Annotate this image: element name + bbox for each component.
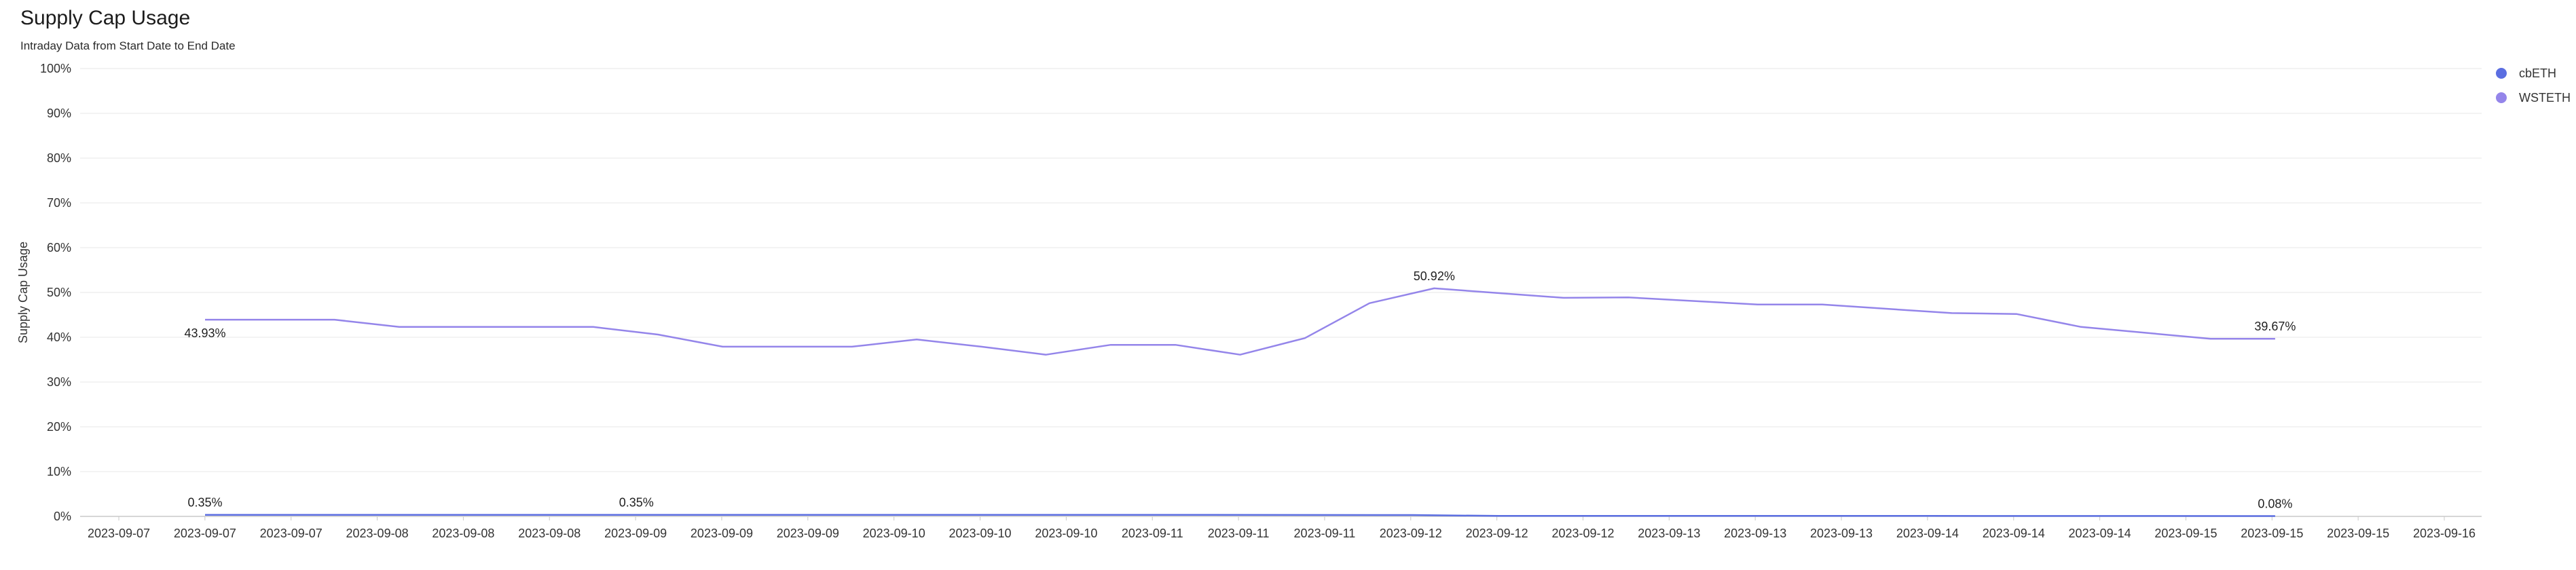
axes: 0% 10% 20% 30% 40% 50% 60% 70% 80% 90% 100% 2023-09… <box>40 62 2476 540</box>
x-tick-label: 2023-09-11 <box>1294 527 1356 540</box>
y-axis-title: Supply Cap Usage <box>16 242 30 343</box>
x-tick-label: 2023-09-07 <box>88 527 150 540</box>
x-tick-label: 2023-09-15 <box>2154 527 2217 540</box>
y-tick-label: 50% <box>47 286 71 299</box>
x-tick-label: 2023-09-09 <box>604 527 667 540</box>
legend-marker-icon <box>2495 66 2508 80</box>
series-line-wsteth[interactable] <box>205 287 2275 356</box>
x-tick-label: 2023-09-07 <box>174 527 236 540</box>
x-tick-label: 2023-09-14 <box>1983 527 2045 540</box>
x-tick-label: 2023-09-14 <box>2069 527 2131 540</box>
y-tick-label: 90% <box>47 107 71 120</box>
gridlines <box>80 68 2482 517</box>
x-tick-label: 2023-09-09 <box>691 527 753 540</box>
data-label: 43.93% <box>185 326 226 340</box>
x-tick-label: 2023-09-07 <box>260 527 323 540</box>
y-tick-label: 40% <box>47 330 71 344</box>
data-label: 0.35% <box>188 496 223 510</box>
x-tick-label: 2023-09-08 <box>346 527 409 540</box>
x-tick-label: 2023-09-12 <box>1380 527 1442 540</box>
x-tick-label: 2023-09-10 <box>949 527 1011 540</box>
x-tick-label: 2023-09-10 <box>863 527 925 540</box>
legend-label: cbETH <box>2519 66 2556 80</box>
y-tick-label: 100% <box>40 62 71 75</box>
x-tick-label: 2023-09-12 <box>1466 527 1528 540</box>
x-tick-label: 2023-09-13 <box>1810 527 1873 540</box>
x-tick-label: 2023-09-09 <box>777 527 839 540</box>
y-tick-label: 20% <box>47 420 71 434</box>
x-tick-label: 2023-09-08 <box>518 527 581 540</box>
series-line-cbeth[interactable] <box>205 514 2275 517</box>
x-tick-label: 2023-09-08 <box>432 527 494 540</box>
y-tick-label: 30% <box>47 375 71 389</box>
legend[interactable]: cbETH WSTETH <box>2495 66 2571 104</box>
x-tick-label: 2023-09-11 <box>1208 527 1270 540</box>
legend-label: WSTETH <box>2519 91 2571 104</box>
data-label: 0.08% <box>2258 497 2292 510</box>
y-tick-label: 70% <box>47 196 71 210</box>
legend-item-wsteth[interactable]: WSTETH <box>2495 91 2571 104</box>
x-tick-label: 2023-09-10 <box>1035 527 1097 540</box>
legend-marker-icon <box>2495 91 2508 104</box>
x-tick-label: 2023-09-11 <box>1122 527 1183 540</box>
chart-title: Supply Cap Usage <box>20 7 191 29</box>
legend-item-cbeth[interactable]: cbETH <box>2495 66 2556 80</box>
y-tick-label: 0% <box>54 510 71 523</box>
x-tick-label: 2023-09-15 <box>2327 527 2389 540</box>
x-tick-label: 2023-09-12 <box>1551 527 1614 540</box>
data-label: 0.35% <box>619 496 654 510</box>
data-labels: 0.35% 0.35% 0.08% 43.93% 50.92% 39.67% <box>185 269 2296 511</box>
y-tick-label: 10% <box>47 465 71 478</box>
x-tick-label: 2023-09-15 <box>2241 527 2303 540</box>
series-lines <box>205 287 2275 517</box>
x-tick-label: 2023-09-13 <box>1638 527 1700 540</box>
y-tick-label: 60% <box>47 241 71 254</box>
x-tick-label: 2023-09-13 <box>1724 527 1786 540</box>
chart-subtitle: Intraday Data from Start Date to End Dat… <box>20 39 236 52</box>
data-label: 39.67% <box>2254 320 2296 333</box>
x-tick-label: 2023-09-16 <box>2413 527 2476 540</box>
y-tick-label: 80% <box>47 151 71 165</box>
x-tick-label: 2023-09-14 <box>1896 527 1959 540</box>
data-label: 50.92% <box>1414 269 1455 283</box>
